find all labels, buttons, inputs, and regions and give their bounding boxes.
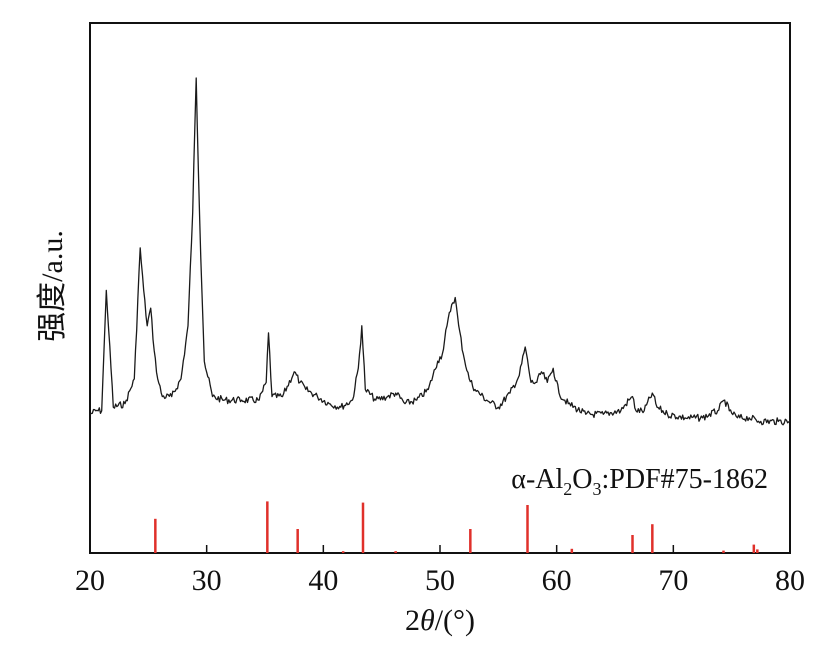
xrd-pattern-line bbox=[89, 77, 791, 426]
y-axis-title: 强度/a.u. bbox=[36, 230, 69, 342]
x-tick-label: 80 bbox=[775, 564, 805, 597]
x-tick-label: 40 bbox=[308, 564, 338, 597]
x-tick-label: 70 bbox=[658, 564, 688, 597]
x-tick-label: 20 bbox=[75, 564, 105, 597]
x-axis-title: 2θ/(°) bbox=[405, 604, 475, 637]
x-axis: 20 30 40 50 60 70 80 bbox=[75, 545, 805, 597]
reference-peaks bbox=[154, 501, 759, 553]
x-tick-label: 60 bbox=[542, 564, 572, 597]
x-tick-label: 30 bbox=[192, 564, 222, 597]
reference-label: α-Al2O3:PDF#75-1862 bbox=[511, 464, 768, 499]
x-tick-label: 50 bbox=[425, 564, 455, 597]
